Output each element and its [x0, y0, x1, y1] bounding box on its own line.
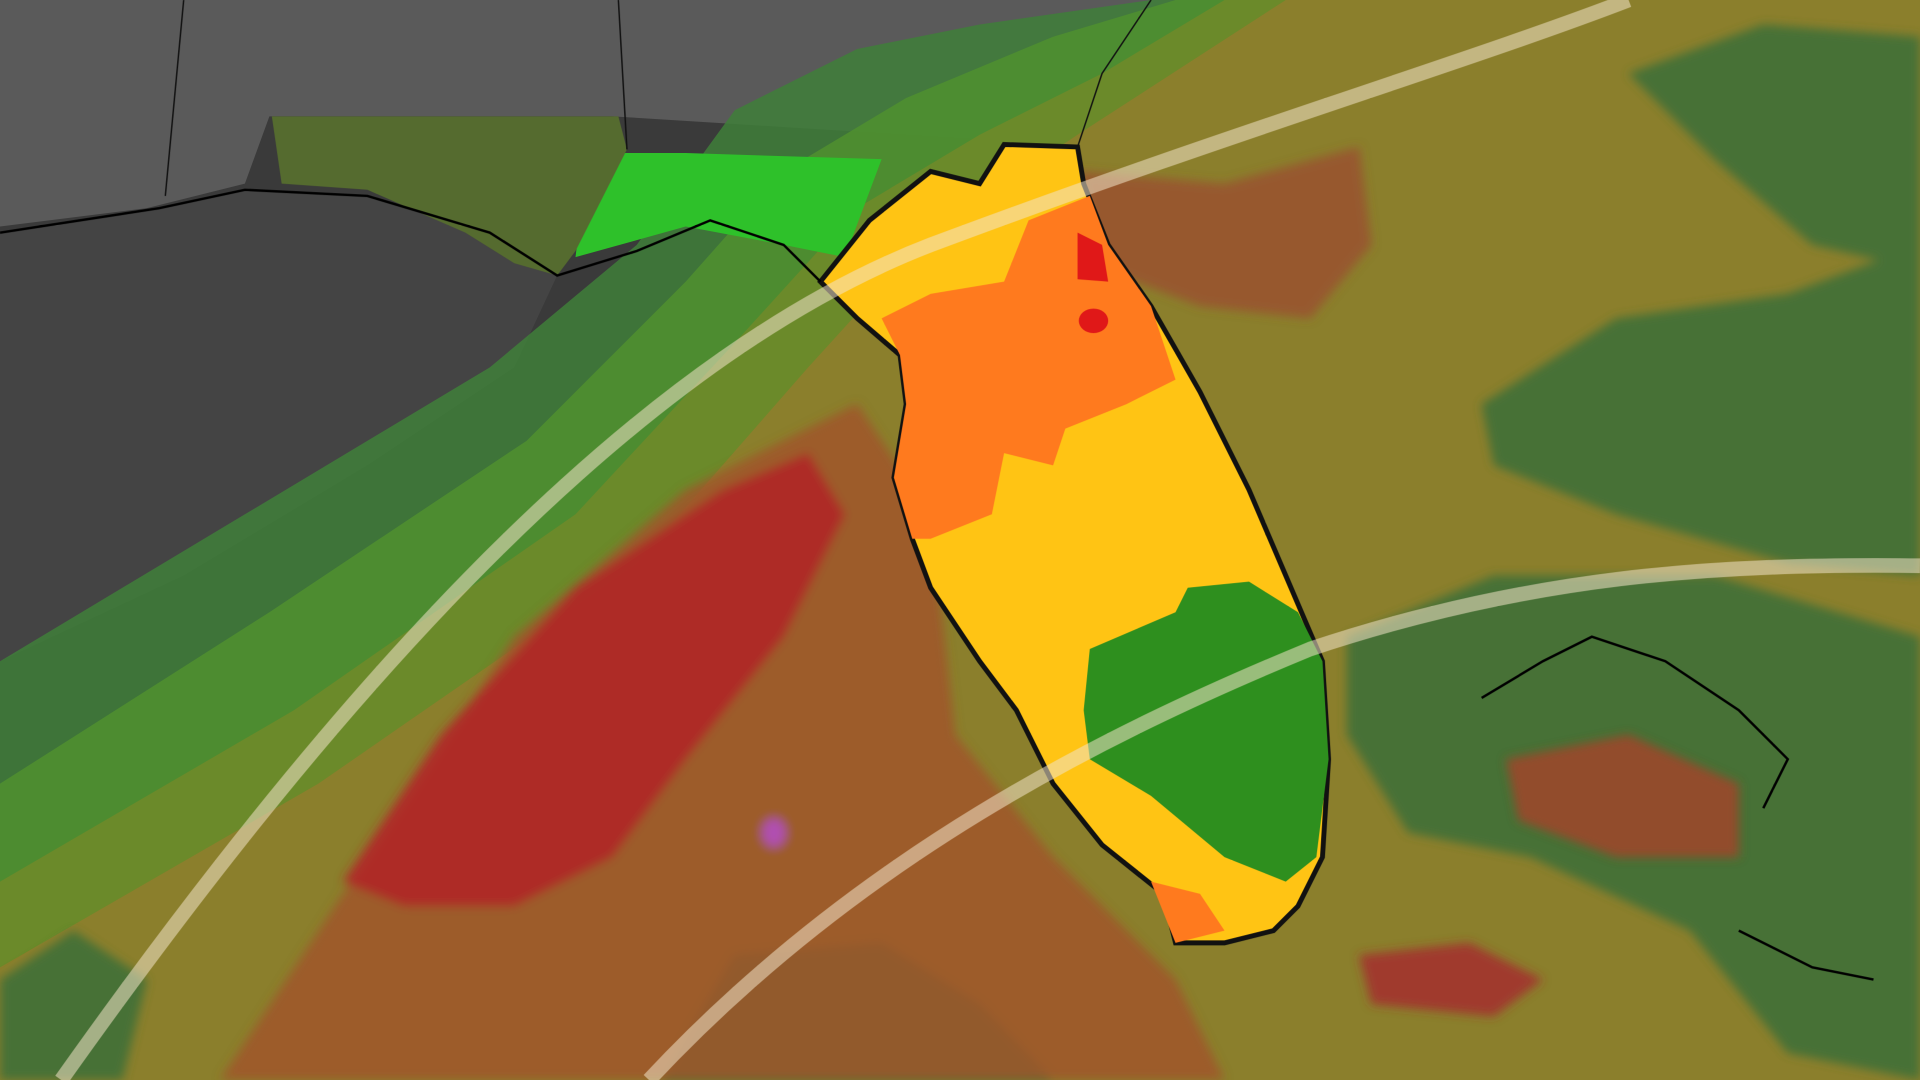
- green-zone: [1083, 581, 1329, 882]
- heavy-rain: [220, 146, 1739, 1080]
- red-zone: [1078, 308, 1109, 334]
- zone-brown-bahamas: [1506, 734, 1739, 858]
- florida: [271, 116, 1332, 946]
- orange-zone: [881, 195, 1176, 539]
- zone-brown-east: [1077, 146, 1372, 319]
- alabama-panhandle: [271, 116, 627, 276]
- band-bright-green: [575, 153, 882, 258]
- red-zone: [1077, 232, 1109, 282]
- patch: [0, 930, 147, 1080]
- cone-west: [55, 0, 1632, 1080]
- zone-red: [342, 453, 845, 907]
- patch: [1628, 24, 1920, 270]
- gulf-coast: [0, 188, 822, 283]
- gulf-dark: [0, 189, 558, 662]
- bahamas-cuba: [1481, 635, 1874, 981]
- cone-lines: [55, 0, 1920, 1080]
- coastlines: [0, 0, 1874, 981]
- zone-red-cuba: [1359, 942, 1543, 1017]
- zone-brown: [220, 404, 1225, 1080]
- cone-east: [643, 558, 1920, 1080]
- patch: [1481, 244, 1920, 576]
- zone-purple: [761, 817, 787, 848]
- state-borders: [164, 0, 1152, 196]
